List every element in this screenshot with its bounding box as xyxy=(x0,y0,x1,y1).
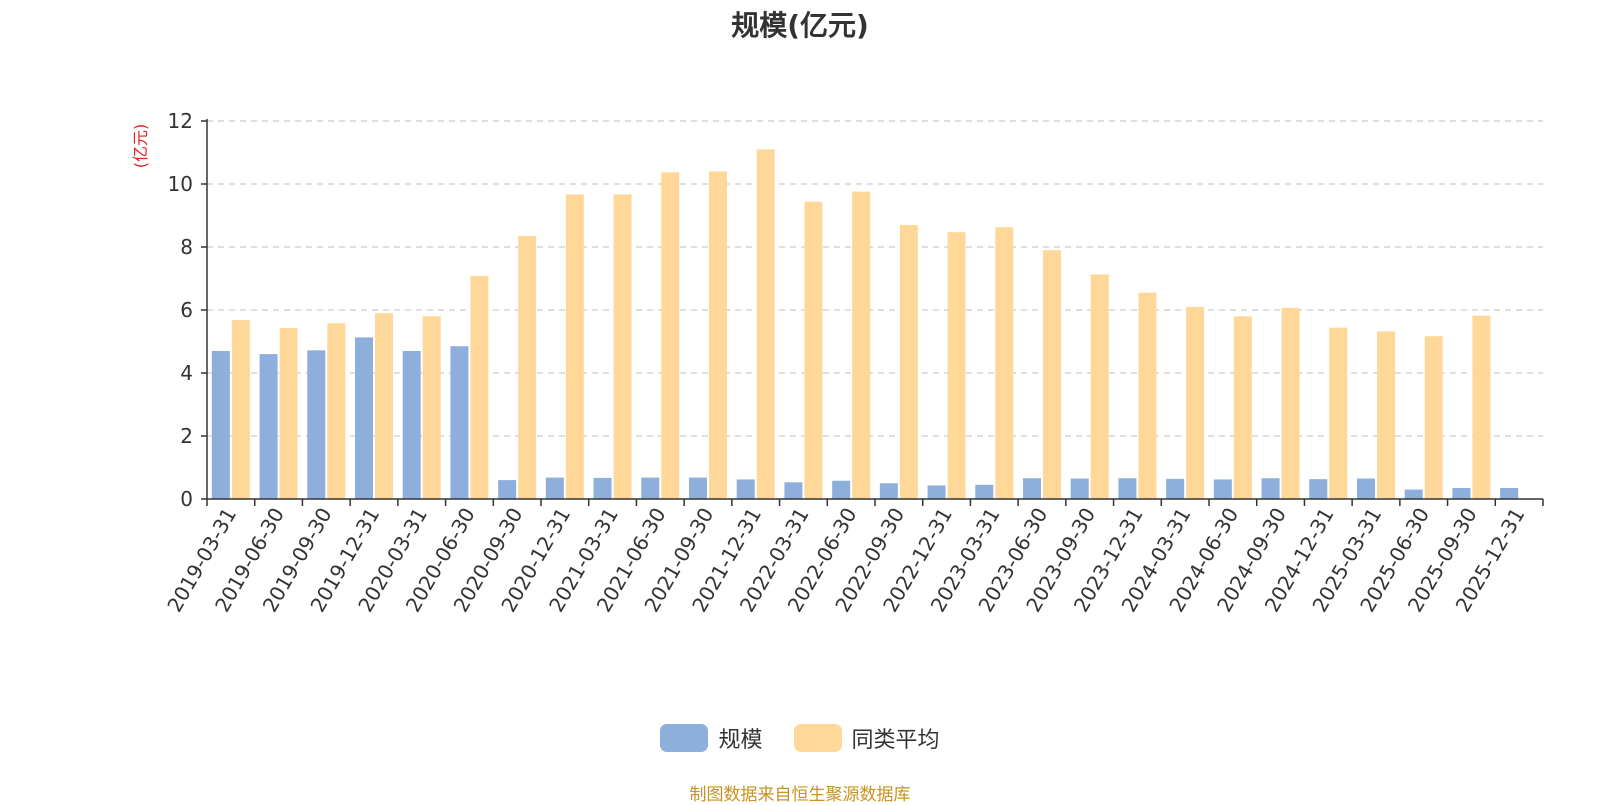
bar-scale xyxy=(1023,478,1041,499)
bars xyxy=(211,149,1519,499)
bar-scale xyxy=(259,354,278,499)
bar-peer-average xyxy=(1424,336,1443,499)
bar-peer-average xyxy=(1186,306,1205,499)
bar-scale xyxy=(593,477,612,499)
bar-scale xyxy=(498,480,517,499)
bar-peer-average xyxy=(1281,307,1300,499)
bar-scale xyxy=(736,479,755,499)
bar-scale xyxy=(879,483,898,499)
bar-peer-average xyxy=(995,227,1014,499)
y-tick-label: 6 xyxy=(180,298,193,322)
legend-item-scale[interactable]: 规模 xyxy=(660,722,763,754)
bar-peer-average xyxy=(375,313,393,499)
bar-scale xyxy=(975,484,994,499)
y-tick-label: 8 xyxy=(180,235,193,259)
bar-peer-average xyxy=(470,275,489,499)
bar-peer-average xyxy=(613,194,632,499)
bar-scale xyxy=(211,350,230,499)
bar-peer-average xyxy=(1233,316,1252,499)
bar-scale xyxy=(1452,487,1471,499)
bar-peer-average xyxy=(279,327,298,499)
bar-scale xyxy=(927,485,946,499)
bar-peer-average xyxy=(947,232,966,499)
bar-scale xyxy=(402,350,421,499)
bar-scale xyxy=(641,477,660,499)
bar-peer-average xyxy=(804,201,823,499)
data-source-note: 制图数据来自恒生聚源数据库 xyxy=(689,785,911,805)
bar-scale xyxy=(1357,478,1375,499)
bar-peer-average xyxy=(756,149,775,499)
legend-item-peer-average[interactable]: 同类平均 xyxy=(793,722,940,754)
bar-peer-average xyxy=(1472,315,1491,499)
chart-title: 规模(亿元) xyxy=(731,9,869,42)
y-tick-label: 10 xyxy=(168,172,193,196)
bar-peer-average xyxy=(1138,292,1157,499)
bar-scale xyxy=(545,477,564,499)
bar-scale xyxy=(307,350,326,499)
bar-scale xyxy=(689,477,707,499)
bar-scale xyxy=(1213,479,1232,499)
bar-peer-average xyxy=(1090,274,1109,499)
bar-peer-average xyxy=(709,171,727,499)
bar-scale xyxy=(1404,489,1423,499)
bar-scale xyxy=(1070,478,1089,499)
y-tick-label: 4 xyxy=(180,361,193,385)
bar-peer-average xyxy=(1329,327,1348,499)
bar-peer-average xyxy=(231,320,250,499)
y-axis-label: (亿元) xyxy=(131,124,150,169)
bar-scale xyxy=(832,480,851,499)
bar-peer-average xyxy=(1043,250,1061,499)
legend-label-scale: 规模 xyxy=(718,728,763,753)
bar-peer-average xyxy=(422,316,441,499)
bar-scale xyxy=(1261,478,1280,499)
y-tick-label: 2 xyxy=(180,424,193,448)
legend-label-peer-average: 同类平均 xyxy=(851,728,940,753)
bar-scale xyxy=(1118,478,1137,499)
y-tick-label: 12 xyxy=(168,109,193,133)
bar-scale xyxy=(355,337,373,499)
bar-peer-average xyxy=(661,172,680,499)
y-tick-label: 0 xyxy=(180,487,193,511)
bar-scale xyxy=(1309,479,1328,499)
bar-peer-average xyxy=(899,224,918,499)
bar-scale xyxy=(784,482,803,499)
bar-peer-average xyxy=(852,191,871,499)
bar-peer-average xyxy=(518,235,537,499)
bar-scale xyxy=(1500,487,1519,499)
bar-scale xyxy=(450,346,469,499)
bar-peer-average xyxy=(327,323,346,499)
legend-swatch-peer-average xyxy=(793,724,842,752)
legend-swatch-scale xyxy=(660,724,709,752)
bar-peer-average xyxy=(1377,331,1395,499)
bar-scale xyxy=(1166,478,1185,499)
legend: 规模 同类平均 xyxy=(0,722,1600,758)
bar-peer-average xyxy=(565,194,584,499)
